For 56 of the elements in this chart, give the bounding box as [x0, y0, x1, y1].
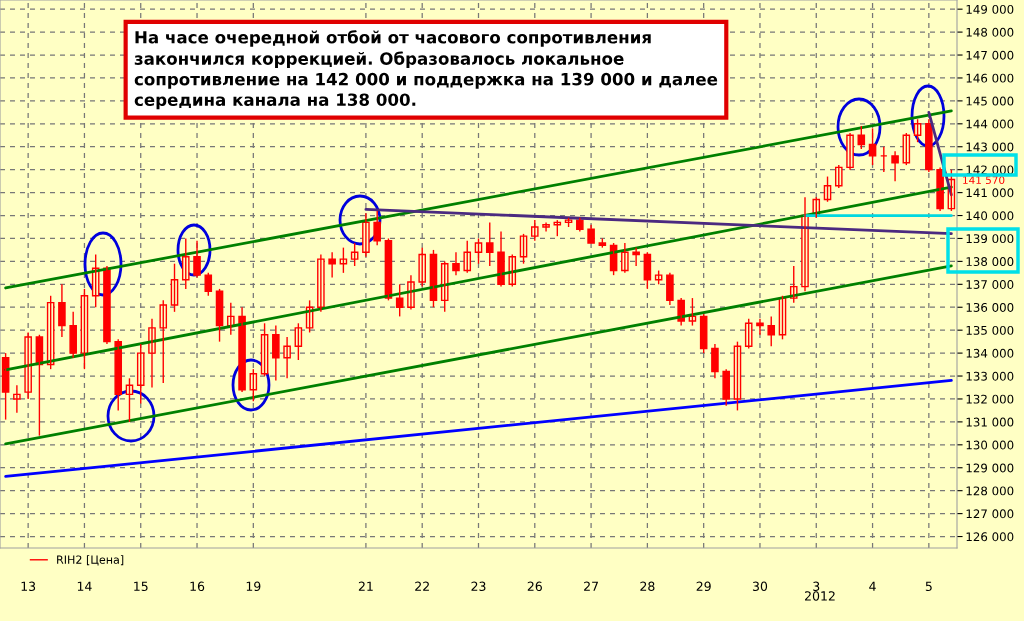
x-tick-label: 28 [640, 581, 655, 592]
x-tick-label: 27 [584, 581, 598, 591]
y-tick-label: 139 000 [966, 234, 1014, 244]
x-tick-label: 26 [527, 581, 542, 592]
candlestick [136, 343, 145, 405]
y-tick-label: 144 000 [966, 119, 1014, 129]
text: 2012 [805, 591, 835, 601]
y-tick-label: 134 000 [966, 348, 1014, 358]
candlestick [181, 237, 190, 290]
candlestick [531, 219, 539, 242]
y-tick-label: 145 000 [966, 96, 1014, 106]
y-tick-label: 135 000 [966, 325, 1014, 335]
candlestick [485, 221, 494, 267]
legend-label: RIH2 [Цена] [57, 555, 124, 566]
y-tick-label: 132 000 [966, 394, 1014, 404]
y-tick-label: 136 000 [966, 302, 1014, 312]
x-tick-label: 5 [925, 581, 932, 592]
y-tick-label: 143 000 [966, 142, 1014, 152]
x-tick-label: 14 [77, 581, 92, 591]
x-tick-label: 23 [471, 581, 486, 592]
y-tick-label: 126 000 [966, 532, 1014, 542]
y-tick-label: 137 000 [966, 280, 1014, 289]
x-tick-label: 15 [134, 581, 148, 592]
y-tick-label: 147 000 [966, 50, 1014, 60]
x-tick-label: 21 [358, 581, 373, 591]
candlestick [744, 318, 753, 350]
y-tick-label: 142 000 [966, 165, 1014, 175]
y-tick-label: 149 000 [966, 4, 1014, 14]
x-tick-label: 16 [190, 581, 205, 592]
x-tick-label: 4 [869, 581, 876, 591]
text: 141 570 [963, 176, 1005, 185]
candlestick [418, 246, 426, 288]
candlestick [767, 315, 776, 347]
y-tick-label: 130 000 [966, 440, 1014, 450]
y-tick-label: 131 000 [966, 417, 1014, 427]
x-tick-label: 13 [21, 581, 36, 592]
candlestick [463, 240, 472, 274]
y-tick-label: 141 000 [966, 188, 1014, 198]
x-tick-label: 3 [813, 581, 820, 592]
y-tick-label: 128 000 [966, 486, 1014, 496]
candlestick [542, 221, 550, 233]
x-tick-label: 30 [752, 581, 768, 592]
y-tick-label: 129 000 [966, 463, 1014, 473]
y-tick-label: 146 000 [966, 73, 1014, 83]
x-tick-label: 22 [415, 581, 429, 591]
candlestick [159, 299, 168, 384]
annotation: На часе очередной отбой от часового сопротивления закончился коррекцией. Образовалось локальное сопротивление на 142 000 и поддержка на 139 000 и далее середина канала на 138 000. [134, 30, 718, 110]
y-tick-label: 148 000 [966, 27, 1014, 37]
x-tick-label: 29 [696, 581, 711, 592]
y-tick-label: 133 000 [966, 371, 1014, 381]
candlestick [834, 164, 843, 189]
x-tick-label: 19 [246, 581, 261, 592]
y-tick-label: 127 000 [966, 509, 1014, 519]
candlestick [204, 272, 213, 297]
y-tick-label: 140 000 [966, 211, 1014, 221]
y-tick-label: 138 000 [966, 257, 1014, 267]
